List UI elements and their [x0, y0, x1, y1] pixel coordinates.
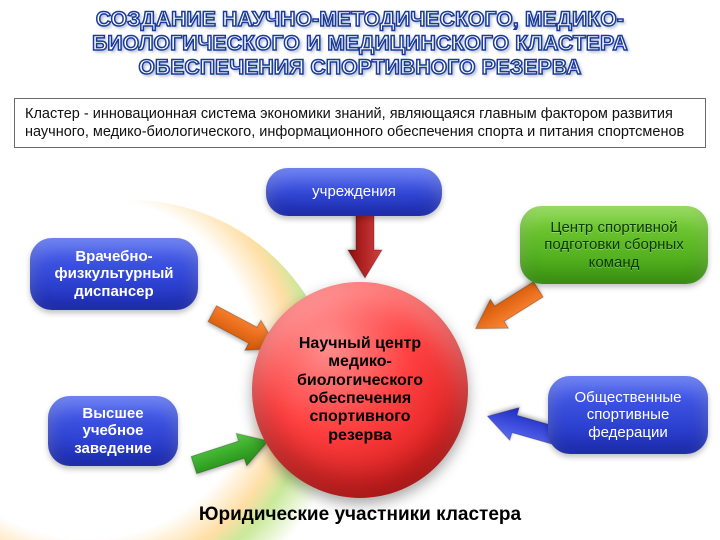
- node-university: Высшее учебное заведение: [48, 396, 178, 466]
- definition-box: Кластер - инновационная система экономик…: [14, 98, 706, 148]
- arrow-institutions: [344, 210, 386, 280]
- node-dispensary: Врачебно-физкультурный диспансер: [30, 238, 198, 310]
- footer-caption: Юридические участники кластера: [0, 504, 720, 526]
- node-label: Высшее учебное заведение: [62, 405, 164, 457]
- slide: СОЗДАНИЕ НАУЧНО-МЕТОДИЧЕСКОГО, МЕДИКО-БИ…: [0, 0, 720, 540]
- node-institutions: учреждения: [266, 168, 442, 216]
- node-label: Врачебно-физкультурный диспансер: [44, 248, 184, 300]
- node-label: учреждения: [312, 183, 396, 200]
- center-node: Научный центр медико-биологического обес…: [252, 282, 468, 498]
- node-label: Общественные спортивные федерации: [562, 389, 694, 441]
- slide-title: СОЗДАНИЕ НАУЧНО-МЕТОДИЧЕСКОГО, МЕДИКО-БИ…: [30, 8, 690, 80]
- node-label: Центр спортивной подготовки сборных кома…: [534, 219, 694, 271]
- node-sport-center: Центр спортивной подготовки сборных кома…: [520, 206, 708, 284]
- center-node-label: Научный центр медико-биологического обес…: [266, 335, 454, 445]
- node-federations: Общественные спортивные федерации: [548, 376, 708, 454]
